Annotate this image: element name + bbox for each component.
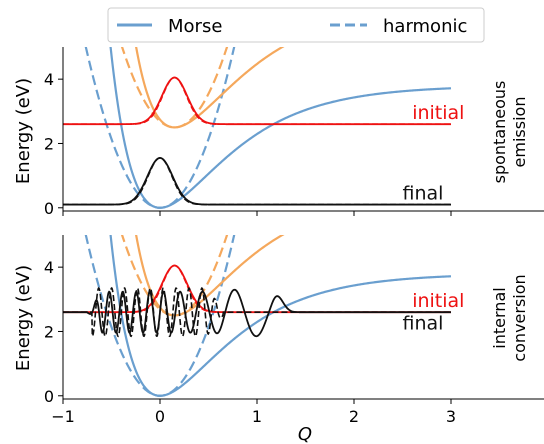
level-label-initial-top: initial bbox=[412, 102, 464, 124]
ylabel-bottom: Energy (eV) bbox=[13, 265, 34, 371]
harmonic-curve-upper-bottom bbox=[120, 235, 229, 317]
side-label-bottom-line1: internal bbox=[490, 287, 509, 348]
legend: Morse harmonic bbox=[107, 7, 485, 43]
harmonic-curve-lower-top bbox=[84, 47, 236, 209]
xtick-label: −1 bbox=[51, 407, 75, 426]
level-label-final-bottom: final bbox=[403, 313, 444, 335]
side-label-top-line2: emission bbox=[510, 97, 529, 168]
side-label-bottom-line2: conversion bbox=[510, 274, 529, 361]
ytick-label: 2 bbox=[44, 322, 54, 341]
level-label-final-top: final bbox=[403, 183, 444, 205]
ytick-label: 2 bbox=[44, 134, 54, 153]
xtick-label: 0 bbox=[155, 407, 165, 426]
side-label-top-line1: spontaneous bbox=[490, 81, 509, 184]
yticks-top: 0 2 4 bbox=[44, 70, 63, 218]
panel-top: initial final 0 2 4 Energy (eV) spontaneous… bbox=[13, 47, 544, 218]
yticks-bottom: 0 2 4 bbox=[44, 258, 63, 406]
ytick-label: 0 bbox=[44, 199, 54, 218]
morse-curve-lower-top bbox=[109, 47, 452, 209]
xtick-label: 3 bbox=[446, 407, 456, 426]
xticks-top bbox=[62, 211, 452, 216]
xticks-bottom: −1 0 1 2 3 bbox=[51, 399, 456, 426]
wavefunction-final-top bbox=[63, 157, 451, 206]
legend-label-harmonic: harmonic bbox=[383, 16, 467, 37]
legend-frame bbox=[107, 7, 485, 43]
morse-curve-upper-bottom bbox=[135, 235, 285, 317]
xlabel: Q bbox=[298, 424, 312, 444]
wavefunction-initial-top bbox=[63, 76, 451, 126]
wavefunction-harmonic-initial-top bbox=[63, 76, 451, 125]
ytick-label: 4 bbox=[44, 258, 54, 277]
xtick-label: 1 bbox=[252, 407, 262, 426]
level-label-initial-bottom: initial bbox=[412, 290, 464, 312]
wavefunction-final-bottom bbox=[63, 288, 451, 338]
ylabel-top: Energy (eV) bbox=[13, 78, 34, 184]
ytick-label: 0 bbox=[44, 387, 54, 406]
morse-curve-upper-top bbox=[135, 47, 285, 129]
morse-curve-lower-bottom bbox=[109, 235, 452, 397]
legend-label-morse: Morse bbox=[168, 16, 222, 37]
xtick-label: 2 bbox=[349, 407, 359, 426]
plot-area-top: initial final bbox=[63, 47, 464, 209]
harmonic-curve-lower-bottom bbox=[84, 235, 236, 397]
ytick-label: 4 bbox=[44, 70, 54, 89]
